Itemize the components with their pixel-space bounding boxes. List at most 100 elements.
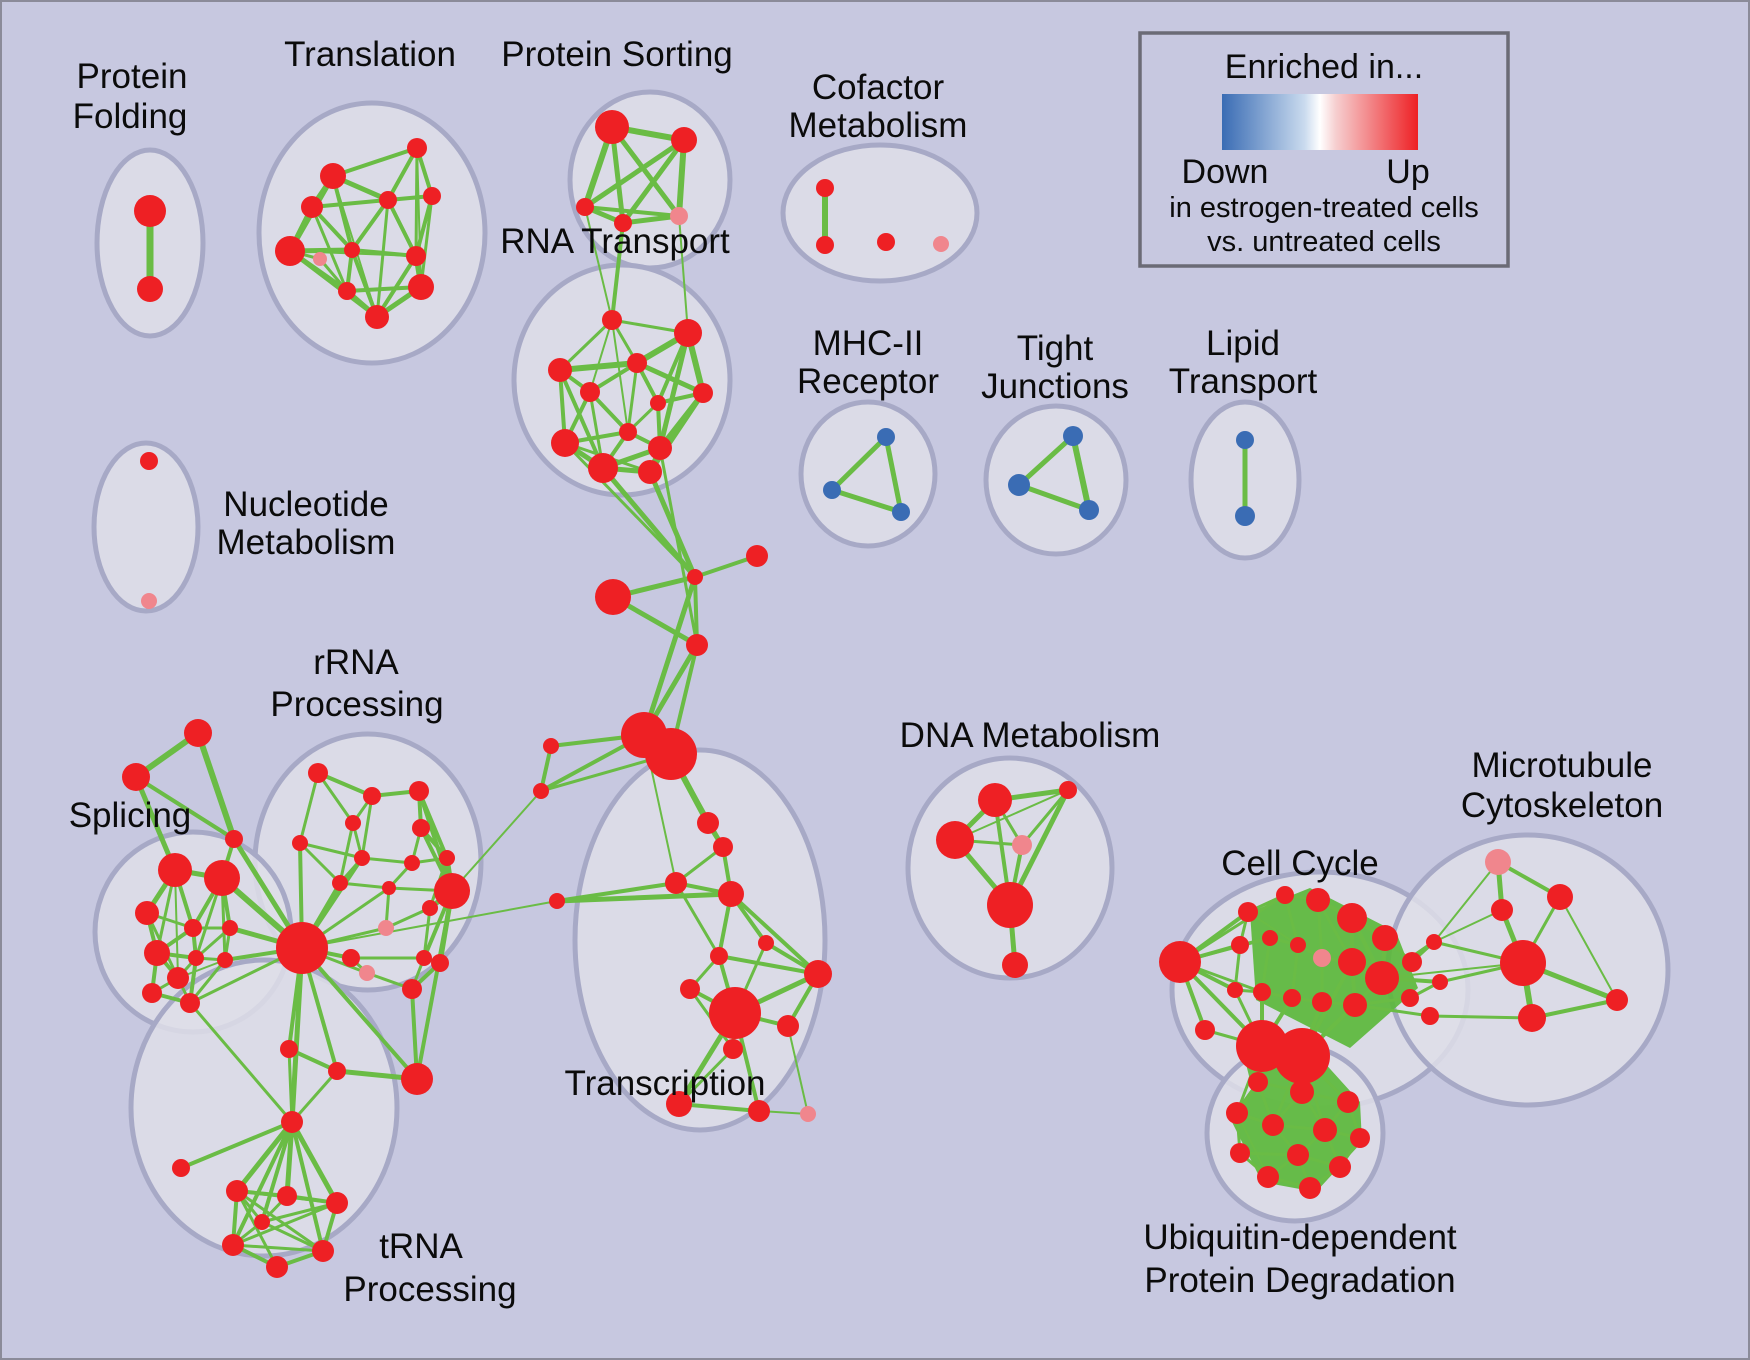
gene-set-node-ccr1[interactable]: [1426, 934, 1442, 950]
gene-set-node-mt1[interactable]: [1485, 849, 1511, 875]
gene-set-node-rr9[interactable]: [439, 850, 455, 866]
gene-set-node-cc1[interactable]: [1238, 902, 1258, 922]
gene-set-node-h5[interactable]: [312, 1240, 334, 1262]
gene-set-node-tx9[interactable]: [758, 935, 774, 951]
gene-set-node-dn6[interactable]: [1002, 952, 1028, 978]
gene-set-node-tx10[interactable]: [804, 960, 832, 988]
gene-set-node-sp3[interactable]: [135, 901, 159, 925]
gene-set-node-cc10[interactable]: [1338, 948, 1366, 976]
gene-set-node-ps5[interactable]: [670, 207, 688, 225]
gene-set-node-tx13[interactable]: [777, 1015, 799, 1037]
gene-set-node-tx14[interactable]: [723, 1039, 743, 1059]
gene-set-node-dn4[interactable]: [1012, 835, 1032, 855]
gene-set-node-tl9[interactable]: [313, 252, 327, 266]
gene-set-node-rr20[interactable]: [280, 1040, 298, 1058]
gene-set-node-tj3[interactable]: [1079, 500, 1099, 520]
gene-set-node-rr15[interactable]: [342, 949, 360, 967]
gene-set-node-tx12[interactable]: [709, 987, 761, 1039]
gene-set-node-cc12[interactable]: [1402, 952, 1422, 972]
gene-set-node-rr22[interactable]: [401, 1063, 433, 1095]
gene-set-node-rr19[interactable]: [431, 954, 449, 972]
gene-set-node-rr4[interactable]: [345, 815, 361, 831]
gene-set-node-ub8[interactable]: [1230, 1143, 1250, 1163]
gene-set-node-cc11[interactable]: [1365, 961, 1399, 995]
gene-set-node-rr18[interactable]: [402, 979, 422, 999]
gene-set-node-dn2[interactable]: [1059, 781, 1077, 799]
gene-set-node-tl11[interactable]: [408, 274, 434, 300]
gene-set-node-th[interactable]: [281, 1111, 303, 1133]
gene-set-node-rr7[interactable]: [354, 850, 370, 866]
gene-set-node-tl12[interactable]: [365, 305, 389, 329]
gene-set-node-cf4[interactable]: [933, 236, 949, 252]
gene-set-node-ub5[interactable]: [1262, 1114, 1284, 1136]
gene-set-node-ub12[interactable]: [1299, 1177, 1321, 1199]
gene-set-node-cc0[interactable]: [1159, 941, 1201, 983]
gene-set-node-cc9[interactable]: [1313, 949, 1331, 967]
gene-set-node-rr2[interactable]: [363, 787, 381, 805]
gene-set-node-cc15[interactable]: [1283, 989, 1301, 1007]
gene-set-node-ccr3[interactable]: [1421, 1007, 1439, 1025]
gene-set-node-rt11[interactable]: [588, 453, 618, 483]
gene-set-node-mt3[interactable]: [1491, 899, 1513, 921]
gene-set-node-rr5[interactable]: [412, 819, 430, 837]
gene-set-node-ps4[interactable]: [614, 214, 632, 232]
gene-set-node-cc3[interactable]: [1306, 888, 1330, 912]
gene-set-node-rr10[interactable]: [332, 875, 348, 891]
gene-set-node-tj1[interactable]: [1063, 426, 1083, 446]
gene-set-node-nm2[interactable]: [141, 593, 157, 609]
gene-set-node-dn3[interactable]: [936, 821, 974, 859]
gene-set-node-dn1[interactable]: [978, 783, 1012, 817]
gene-set-node-ps3[interactable]: [576, 198, 594, 216]
gene-set-node-tx5[interactable]: [665, 872, 687, 894]
gene-set-node-rr16[interactable]: [416, 950, 432, 966]
gene-set-node-rt6[interactable]: [693, 383, 713, 403]
gene-set-node-txl2[interactable]: [533, 783, 549, 799]
gene-set-node-sp6[interactable]: [144, 940, 170, 966]
gene-set-node-rt7[interactable]: [650, 395, 666, 411]
gene-set-node-tx17[interactable]: [800, 1106, 816, 1122]
gene-set-node-h7[interactable]: [254, 1214, 270, 1230]
gene-set-node-rrh[interactable]: [276, 922, 328, 974]
gene-set-node-cf1[interactable]: [816, 179, 834, 197]
gene-set-node-rr12[interactable]: [434, 873, 470, 909]
gene-set-node-cc17[interactable]: [1343, 993, 1367, 1017]
gene-set-node-ub10[interactable]: [1329, 1156, 1351, 1178]
gene-set-node-cc2[interactable]: [1276, 886, 1294, 904]
gene-set-node-tl2[interactable]: [320, 163, 346, 189]
gene-set-node-sp1[interactable]: [158, 853, 192, 887]
gene-set-node-tx6[interactable]: [718, 881, 744, 907]
gene-set-node-rt5[interactable]: [580, 382, 600, 402]
gene-set-node-pf2[interactable]: [137, 276, 163, 302]
gene-set-node-mt6[interactable]: [1518, 1004, 1546, 1032]
gene-set-node-rr17[interactable]: [359, 965, 375, 981]
gene-set-node-tr2[interactable]: [122, 763, 150, 791]
gene-set-node-cn1[interactable]: [687, 569, 703, 585]
gene-set-node-mh3[interactable]: [892, 503, 910, 521]
gene-set-node-sp8[interactable]: [217, 952, 233, 968]
gene-set-node-rr6[interactable]: [292, 835, 308, 851]
gene-set-node-rt3[interactable]: [548, 358, 572, 382]
gene-set-node-rt2[interactable]: [674, 319, 702, 347]
gene-set-node-tx15[interactable]: [666, 1091, 692, 1117]
gene-set-node-sp5[interactable]: [222, 920, 238, 936]
gene-set-node-h1[interactable]: [226, 1180, 248, 1202]
gene-set-node-mh2[interactable]: [823, 481, 841, 499]
gene-set-node-rr11[interactable]: [382, 881, 396, 895]
gene-set-node-mh1[interactable]: [877, 428, 895, 446]
gene-set-node-ps1[interactable]: [595, 110, 629, 144]
gene-set-node-cc21[interactable]: [1195, 1020, 1215, 1040]
gene-set-node-h3[interactable]: [326, 1192, 348, 1214]
gene-set-node-cc5[interactable]: [1372, 925, 1398, 951]
gene-set-node-ub9[interactable]: [1287, 1144, 1309, 1166]
gene-set-node-mt4[interactable]: [1500, 940, 1546, 986]
gene-set-node-rr14[interactable]: [378, 920, 394, 936]
gene-set-node-tx16[interactable]: [748, 1100, 770, 1122]
gene-set-node-tl1[interactable]: [407, 138, 427, 158]
gene-set-node-nm1[interactable]: [140, 452, 158, 470]
gene-set-node-cc7[interactable]: [1262, 930, 1278, 946]
gene-set-node-sp10[interactable]: [180, 993, 200, 1013]
gene-set-node-tl5[interactable]: [423, 187, 441, 205]
gene-set-node-tl7[interactable]: [344, 242, 360, 258]
gene-set-node-rt8[interactable]: [619, 423, 637, 441]
gene-set-node-cn2[interactable]: [746, 545, 768, 567]
